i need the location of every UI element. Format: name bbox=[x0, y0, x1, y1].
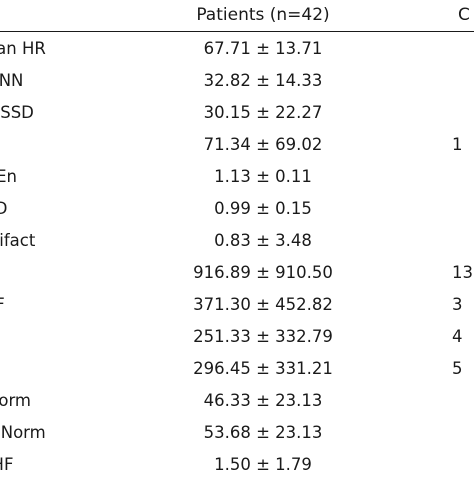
row-label: Norm bbox=[0, 391, 32, 410]
row-label: ean HR bbox=[0, 39, 46, 58]
row-label: F Norm bbox=[0, 423, 46, 442]
controls-value bbox=[452, 97, 474, 129]
patients-value: 1.13 ± 0.11 bbox=[214, 167, 312, 186]
row-label: /HF bbox=[0, 455, 14, 474]
table-row: /HF 1.50 ± 1.79 bbox=[0, 449, 474, 481]
table-row: ean HR 67.71 ± 13.71 bbox=[0, 33, 474, 65]
row-label: LF bbox=[0, 289, 166, 321]
header-rule bbox=[0, 31, 474, 32]
patients-value: 0.99 ± 0.15 bbox=[214, 199, 312, 218]
table-row: MSSD 30.15 ± 22.27 bbox=[0, 97, 474, 129]
row-label: ' bbox=[0, 257, 166, 289]
controls-value bbox=[452, 449, 474, 481]
table-row: 251.33 ± 332.79 4 bbox=[0, 321, 474, 353]
controls-value: 13 bbox=[452, 263, 473, 282]
controls-value bbox=[452, 417, 474, 449]
patients-value: 251.33 ± 332.79 bbox=[193, 327, 333, 346]
table-row: Norm 46.33 ± 23.13 bbox=[0, 385, 474, 417]
patients-value: 296.45 ± 331.21 bbox=[193, 359, 333, 378]
patients-value: 46.33 ± 23.13 bbox=[203, 391, 323, 410]
controls-value bbox=[452, 193, 474, 225]
table-row: LF 371.30 ± 452.82 3 bbox=[0, 289, 474, 321]
table-row: oEn 1.13 ± 0.11 bbox=[0, 161, 474, 193]
row-label: ?D bbox=[0, 199, 8, 218]
controls-value: 5 bbox=[452, 359, 463, 378]
patients-value: 67.71 ± 13.71 bbox=[203, 39, 323, 58]
controls-value bbox=[452, 385, 474, 417]
table-row: ' 916.89 ± 910.50 13 bbox=[0, 257, 474, 289]
patients-value: 0.83 ± 3.48 bbox=[214, 231, 312, 250]
row-label: SI bbox=[0, 129, 166, 161]
patients-value: 32.82 ± 14.33 bbox=[203, 71, 323, 90]
patients-value: 71.34 ± 69.02 bbox=[203, 135, 323, 154]
controls-value bbox=[452, 65, 474, 97]
column-header-patients: Patients (n=42) bbox=[196, 5, 330, 25]
patients-value: 371.30 ± 452.82 bbox=[193, 295, 333, 314]
column-header-controls: C bbox=[458, 5, 470, 25]
table-row: F Norm 53.68 ± 23.13 bbox=[0, 417, 474, 449]
controls-value: 3 bbox=[452, 295, 463, 314]
table-row: SI 71.34 ± 69.02 1 bbox=[0, 129, 474, 161]
controls-value bbox=[452, 161, 474, 193]
controls-value bbox=[452, 225, 474, 257]
row-label: DNN bbox=[0, 71, 24, 90]
table-row: DNN 32.82 ± 14.33 bbox=[0, 65, 474, 97]
controls-value: 4 bbox=[452, 327, 463, 346]
patients-value: 30.15 ± 22.27 bbox=[203, 103, 323, 122]
table-row: rtifact 0.83 ± 3.48 bbox=[0, 225, 474, 257]
table-row: F 296.45 ± 331.21 5 bbox=[0, 353, 474, 385]
patients-value: 53.68 ± 23.13 bbox=[203, 423, 323, 442]
patients-value: 916.89 ± 910.50 bbox=[193, 263, 333, 282]
controls-value: 1 bbox=[452, 135, 463, 154]
row-label: rtifact bbox=[0, 231, 36, 250]
patients-value: 1.50 ± 1.79 bbox=[214, 455, 312, 474]
row-label bbox=[0, 321, 166, 353]
row-label: oEn bbox=[0, 167, 17, 186]
row-label: MSSD bbox=[0, 103, 34, 122]
row-label: F bbox=[0, 353, 166, 385]
table-row: ?D 0.99 ± 0.15 bbox=[0, 193, 474, 225]
controls-value bbox=[452, 33, 474, 65]
